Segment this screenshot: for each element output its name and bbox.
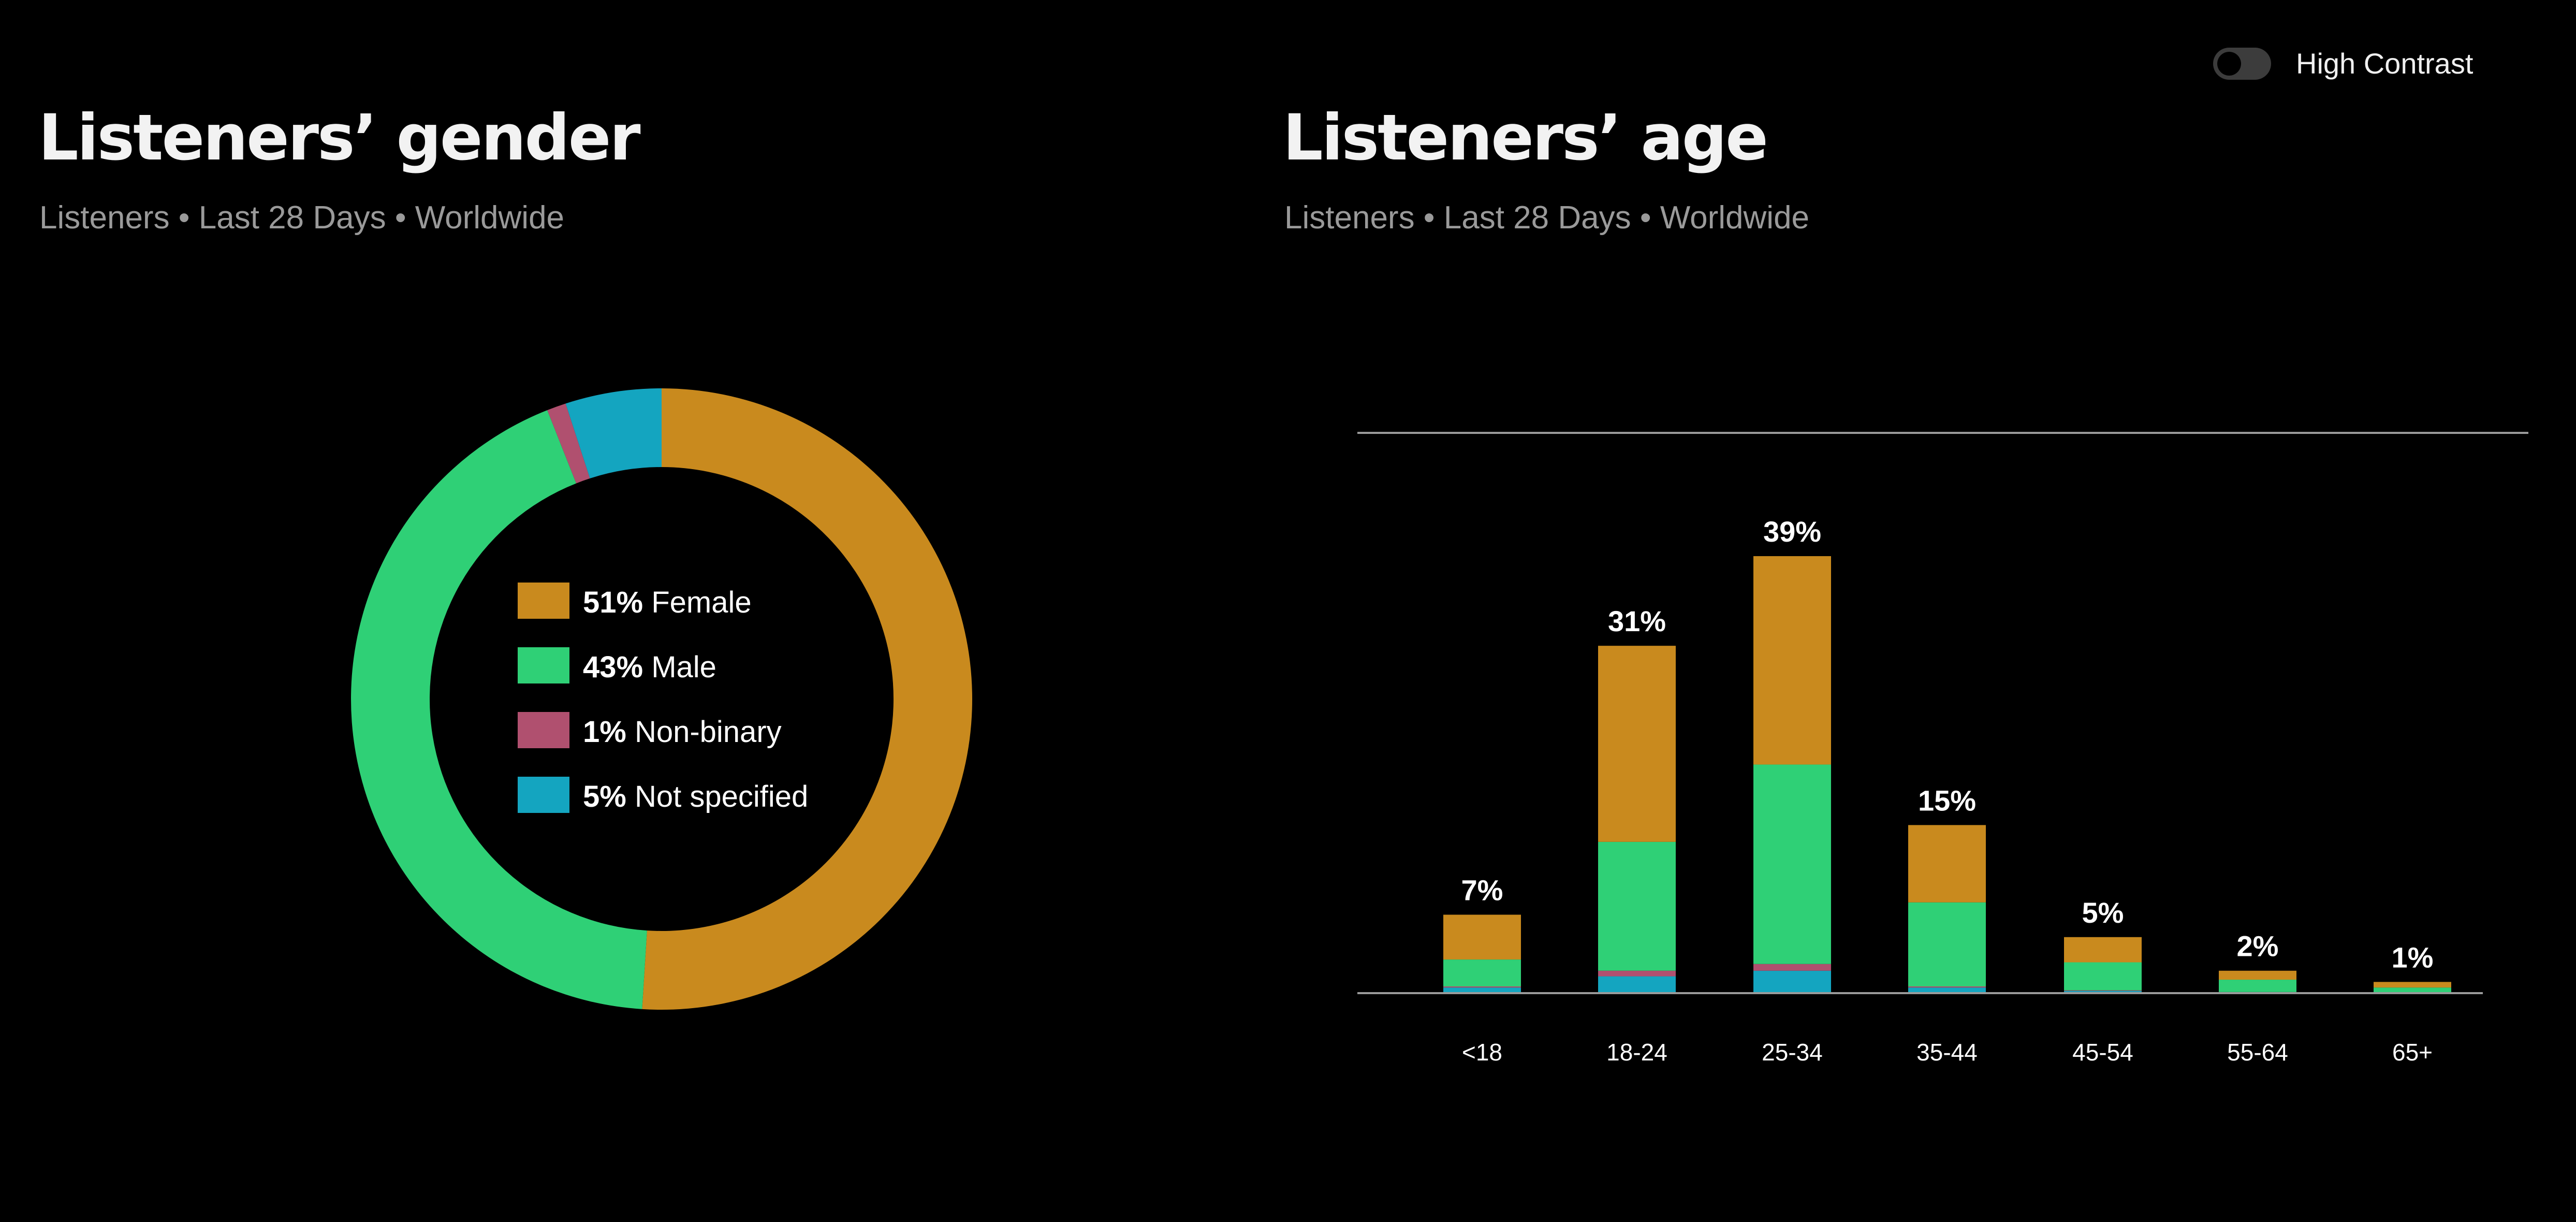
bar-nonbinary-2[interactable]	[1753, 964, 1831, 971]
bar-not-specified-0[interactable]	[1443, 987, 1521, 993]
bar-female-3[interactable]	[1908, 825, 1986, 903]
bar-total-label: 39%	[1763, 515, 1821, 548]
high-contrast-control: High Contrast	[2213, 44, 2473, 83]
bar-male-3[interactable]	[1908, 902, 1986, 987]
bar-total-label: 2%	[2237, 930, 2279, 963]
bar-female-2[interactable]	[1753, 556, 1831, 765]
bar-female-6[interactable]	[2374, 982, 2451, 988]
donut-slice-nonbinary[interactable]	[547, 403, 590, 484]
legend-label-not-specified: 5% Not specified	[583, 780, 808, 813]
x-tick-label: 55-64	[2227, 1039, 2288, 1066]
bar-not-specified-4[interactable]	[2064, 991, 2142, 993]
bar-nonbinary-1[interactable]	[1598, 970, 1676, 977]
legend-swatch-nonbinary	[518, 712, 569, 748]
x-tick-label: 25-34	[1762, 1039, 1823, 1066]
bar-total-label: 1%	[2392, 941, 2434, 973]
bar-male-6[interactable]	[2374, 987, 2451, 993]
bar-not-specified-1[interactable]	[1598, 976, 1676, 993]
bar-total-label: 15%	[1918, 784, 1976, 817]
bar-male-0[interactable]	[1443, 959, 1521, 987]
high-contrast-toggle[interactable]	[2213, 47, 2271, 80]
donut-slice-female[interactable]	[642, 388, 972, 1010]
bar-female-4[interactable]	[2064, 937, 2142, 963]
bar-total-label: 31%	[1608, 605, 1666, 637]
gender-donut-chart: 51% Female 43% Male 1% Non-binary 5% Not sp…	[351, 388, 972, 1010]
high-contrast-label: High Contrast	[2296, 47, 2473, 80]
x-tick-label: 35-44	[1916, 1039, 1978, 1066]
age-bar-chart: 7% <18 31% 18-24 39% 25-34 15% 35-44 5% 45-54 2% 55…	[1357, 432, 2528, 1066]
bar-male-5[interactable]	[2219, 980, 2296, 992]
legend-swatch-not-specified	[518, 777, 569, 813]
donut-slice-not-specified[interactable]	[565, 388, 662, 478]
x-tick-label: 45-54	[2072, 1039, 2133, 1066]
bar-total-label: 7%	[1461, 874, 1503, 907]
bar-male-1[interactable]	[1598, 841, 1676, 971]
bar-female-5[interactable]	[2219, 970, 2296, 980]
age-title: Listeners’ age	[1283, 101, 1768, 174]
bar-not-specified-3[interactable]	[1908, 987, 1986, 993]
toggle-knob	[2217, 51, 2241, 76]
legend-swatch-female	[518, 583, 569, 619]
x-tick-label: 65+	[2392, 1039, 2433, 1066]
bar-not-specified-2[interactable]	[1753, 970, 1831, 993]
x-tick-label: <18	[1462, 1039, 1502, 1066]
legend-label-male: 43% Male	[583, 650, 716, 684]
gender-title: Listeners’ gender	[38, 101, 641, 174]
bar-nonbinary-0[interactable]	[1443, 986, 1521, 988]
legend-label-nonbinary: 1% Non-binary	[583, 715, 782, 749]
legend-swatch-male	[518, 647, 569, 683]
donut-slice-male[interactable]	[351, 410, 647, 1009]
x-tick-label: 18-24	[1606, 1039, 1667, 1066]
gender-subtitle: Listeners • Last 28 Days • Worldwide	[39, 200, 565, 236]
bar-female-1[interactable]	[1598, 646, 1676, 842]
bar-total-label: 5%	[2082, 896, 2124, 929]
age-subtitle: Listeners • Last 28 Days • Worldwide	[1284, 200, 1810, 236]
legend-label-female: 51% Female	[583, 586, 752, 619]
bar-male-4[interactable]	[2064, 962, 2142, 991]
bar-male-2[interactable]	[1753, 764, 1831, 964]
bar-nonbinary-3[interactable]	[1908, 986, 1986, 988]
bar-female-0[interactable]	[1443, 914, 1521, 960]
